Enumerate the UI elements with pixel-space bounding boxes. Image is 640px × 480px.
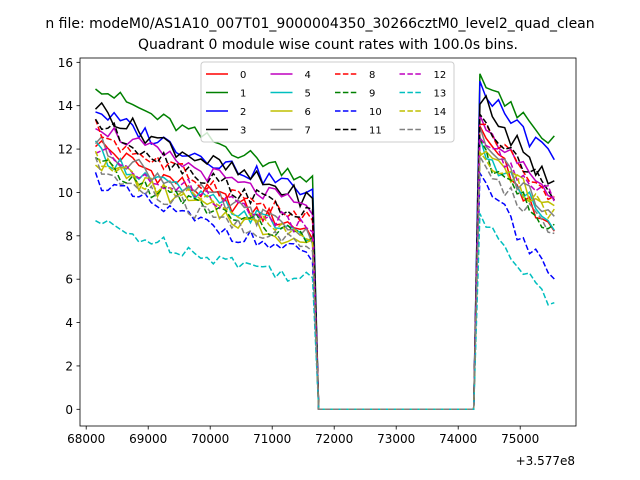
x-tick-label: 72000: [315, 432, 353, 446]
y-tick-label: 14: [58, 99, 73, 113]
legend-label-0: 0: [240, 70, 246, 81]
legend-label-10: 10: [369, 107, 382, 118]
series-line-0: [94, 125, 555, 411]
series-line-8: [94, 118, 555, 411]
y-tick-label: 6: [65, 273, 73, 287]
x-tick-label: 70000: [191, 432, 229, 446]
chart-title: Quadrant 0 module wise count rates with …: [138, 37, 518, 53]
x-tick-label: 73000: [377, 432, 415, 446]
series-line-10: [94, 170, 555, 411]
plot-area: [94, 73, 555, 411]
legend-label-13: 13: [434, 89, 447, 100]
series-line-6: [95, 150, 555, 411]
legend-label-8: 8: [369, 70, 375, 81]
series-line-15: [94, 153, 555, 411]
axes: 68000 69000 70000 71000 72000 73000 74000 75000…: [58, 56, 577, 446]
series-line-7: [94, 126, 555, 411]
series-line-13: [95, 213, 555, 411]
legend-label-5: 5: [305, 89, 311, 100]
series-line-9: [95, 136, 555, 411]
y-tick-label: 16: [58, 56, 73, 70]
y-tick-label: 12: [58, 143, 73, 157]
legend-label-1: 1: [240, 89, 246, 100]
legend-label-9: 9: [369, 89, 375, 100]
x-tick-label: 69000: [129, 432, 167, 446]
legend-label-2: 2: [240, 107, 246, 118]
x-tick-label: 71000: [253, 432, 291, 446]
legend-label-4: 4: [305, 70, 311, 81]
x-tick-label: 74000: [439, 432, 477, 446]
legend-label-7: 7: [305, 126, 311, 137]
x-offset-label: +3.577e8: [516, 454, 575, 468]
y-tick-label: 2: [65, 359, 73, 373]
legend-label-15: 15: [434, 126, 447, 137]
y-tick-label: 4: [65, 316, 73, 330]
legend-label-3: 3: [240, 126, 246, 137]
series-line-5: [94, 136, 555, 411]
legend-box: [200, 61, 455, 143]
legend-label-14: 14: [434, 107, 447, 118]
x-tick-label: 75000: [501, 432, 539, 446]
y-tick-label: 8: [65, 229, 73, 243]
legend-label-6: 6: [305, 107, 311, 118]
y-tick-label: 0: [65, 403, 73, 417]
axes-frame: [79, 57, 577, 427]
legend-label-11: 11: [369, 126, 382, 137]
y-tick-label: 10: [58, 186, 73, 200]
legend-label-12: 12: [434, 70, 447, 81]
x-tick-label: 68000: [67, 432, 105, 446]
series-line-14: [94, 149, 555, 411]
figure-suptitle: n file: modeM0/AS1A10_007T01_9000004350_…: [45, 16, 594, 32]
